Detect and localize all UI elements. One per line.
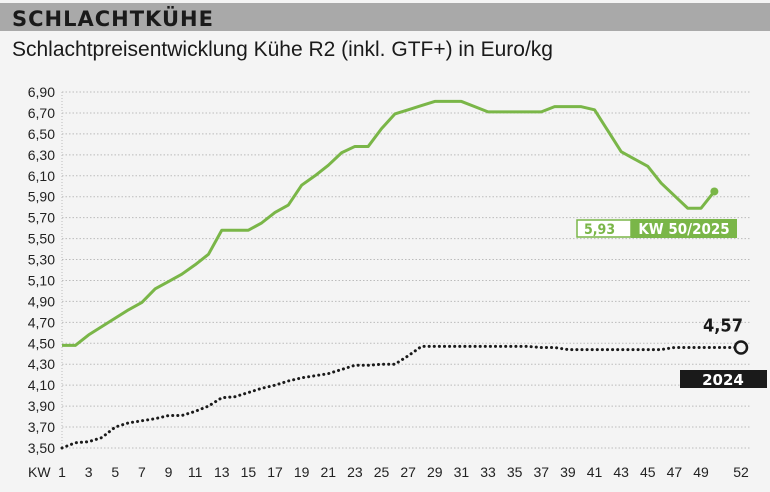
series-2025-end-value: 5,93 <box>584 222 615 238</box>
x-tick-label: 37 <box>534 464 550 480</box>
x-tick-label: 13 <box>214 464 230 480</box>
y-tick-label: 6,50 <box>28 126 55 142</box>
x-tick-label: 7 <box>138 464 146 480</box>
x-tick-label: 15 <box>241 464 257 480</box>
y-tick-label: 5,50 <box>28 231 55 247</box>
x-tick-label: 17 <box>267 464 283 480</box>
y-tick-label: 3,70 <box>28 419 55 435</box>
y-tick-label: 4,30 <box>28 356 55 372</box>
series-2025-line <box>62 99 716 347</box>
chart-title: Schlachtpreisentwicklung Kühe R2 (inkl. … <box>12 38 553 61</box>
x-tick-label: 21 <box>320 464 336 480</box>
series-2025-tag: KW 50/2025 <box>638 220 729 238</box>
series-2024-line <box>60 344 743 450</box>
x-axis-label: KW <box>28 464 51 480</box>
x-tick-label: 43 <box>613 464 629 480</box>
series-2025-end-marker <box>710 187 719 196</box>
y-tick-label: 5,30 <box>28 252 55 268</box>
series-2024-end-marker <box>733 340 749 355</box>
series-2024-tag: 2024 <box>702 371 744 389</box>
y-tick-label: 4,50 <box>28 335 55 351</box>
x-tick-label: 52 <box>733 464 749 480</box>
y-tick-label: 3,90 <box>28 398 55 414</box>
x-tick-label: 23 <box>347 464 363 480</box>
y-tick-label: 5,90 <box>28 189 55 205</box>
y-tick-label: 6,10 <box>28 168 55 184</box>
x-tick-label: 29 <box>427 464 443 480</box>
y-tick-label: 5,10 <box>28 272 55 288</box>
x-tick-label: 11 <box>188 464 203 480</box>
x-tick-label: 45 <box>640 464 656 480</box>
x-tick-label: 27 <box>400 464 416 480</box>
x-tick-label: 5 <box>111 464 119 480</box>
y-tick-label: 4,10 <box>28 377 55 393</box>
x-tick-label: 19 <box>294 464 310 480</box>
kicker: SCHLACHTKÜHE <box>12 7 214 31</box>
y-tick-label: 3,50 <box>28 440 55 456</box>
x-tick-label: 35 <box>507 464 523 480</box>
x-tick-label: 41 <box>587 464 603 480</box>
x-tick-label: 9 <box>165 464 173 480</box>
header-bar: SCHLACHTKÜHE <box>0 3 770 31</box>
series-2025-tag-box <box>631 219 737 238</box>
x-tick-label: 39 <box>560 464 576 480</box>
x-tick-label: 49 <box>693 464 709 480</box>
y-tick-label: 4,90 <box>28 293 55 309</box>
series-2024-tag-box <box>680 370 767 388</box>
x-tick-label: 25 <box>374 464 390 480</box>
series-2024-end-value: 4,57 <box>703 315 743 336</box>
y-tick-label: 6,70 <box>28 105 55 121</box>
y-tick-label: 6,90 <box>28 84 55 100</box>
x-tick-label: 47 <box>667 464 683 480</box>
x-tick-label: 33 <box>480 464 496 480</box>
x-tick-label: 31 <box>454 464 470 480</box>
y-tick-label: 4,70 <box>28 314 55 330</box>
y-tick-label: 6,30 <box>28 147 55 163</box>
x-tick-label: 3 <box>85 464 93 480</box>
x-tick-label: 1 <box>58 464 66 480</box>
y-tick-label: 5,70 <box>28 210 55 226</box>
